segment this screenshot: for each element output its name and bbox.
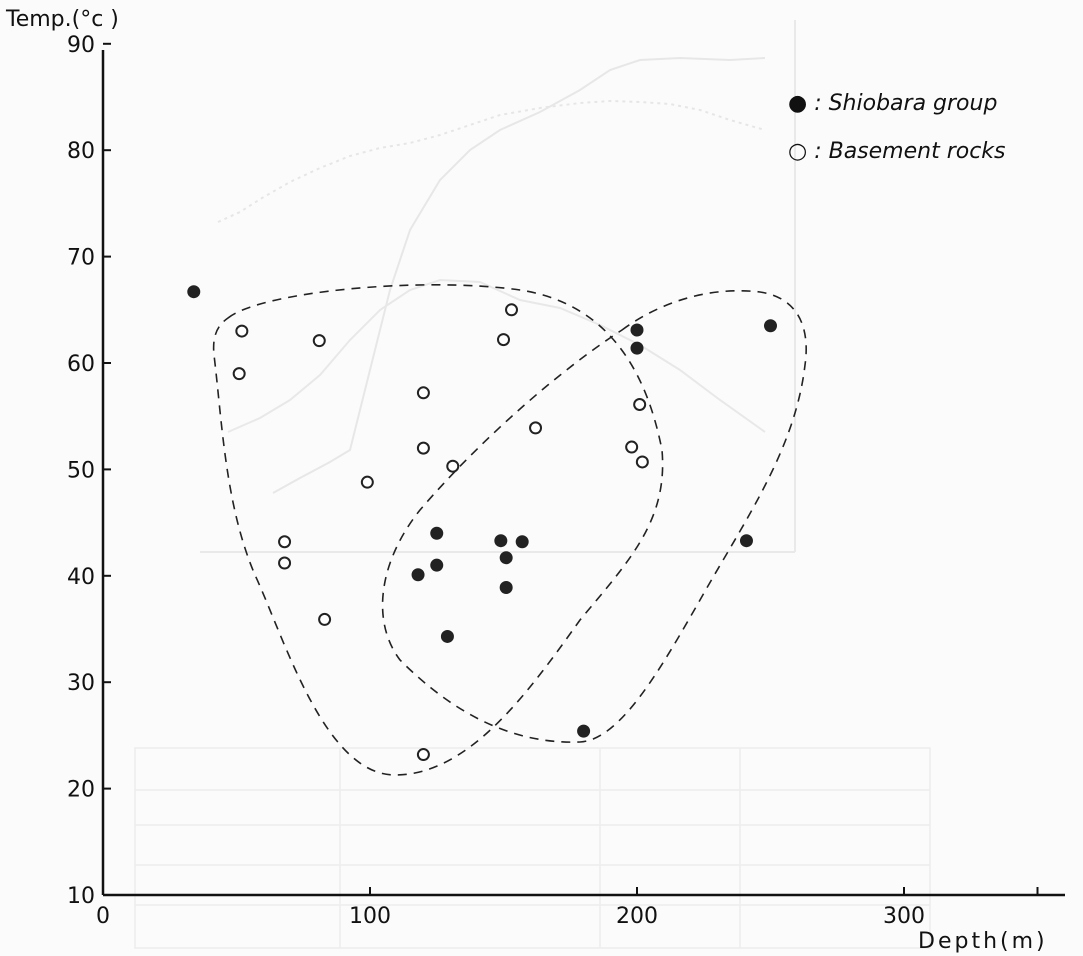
background-bleed-through — [134, 20, 931, 949]
y-axis-label: Temp.(°c ) — [5, 7, 119, 32]
y-tick-label: 20 — [67, 778, 95, 803]
data-point-basement — [635, 455, 649, 469]
data-point-shiobara — [430, 526, 444, 540]
y-tick-label: 60 — [67, 352, 95, 377]
data-point-shiobara — [499, 551, 513, 565]
x-ticks: 0 100 200 300 — [96, 887, 1039, 929]
data-point-basement — [529, 421, 543, 435]
data-point-shiobara — [739, 534, 753, 548]
envelope-left — [212, 284, 664, 776]
x-tick-label: 100 — [349, 904, 391, 929]
envelope-right — [381, 289, 807, 743]
data-point-shiobara — [411, 568, 425, 582]
data-point-basement — [633, 397, 647, 411]
data-point-shiobara — [764, 319, 777, 333]
legend-item-shiobara: ● : Shiobara group — [788, 91, 997, 116]
data-point-shiobara — [499, 581, 513, 595]
y-tick-label: 10 — [67, 884, 95, 909]
data-point-shiobara — [630, 323, 644, 337]
y-tick-label: 90 — [67, 33, 95, 58]
y-tick-label: 70 — [67, 246, 95, 271]
x-tick-label: 0 — [96, 904, 110, 929]
data-point-basement — [278, 556, 292, 570]
data-point-shiobara — [187, 285, 201, 299]
data-point-shiobara — [630, 341, 644, 355]
y-tick-label: 80 — [67, 139, 95, 164]
data-points — [187, 285, 777, 762]
data-point-basement — [505, 303, 519, 317]
data-point-basement — [232, 367, 246, 381]
y-tick-label: 30 — [67, 671, 95, 696]
data-point-basement — [625, 440, 639, 454]
data-point-shiobara — [494, 534, 508, 548]
data-point-shiobara — [440, 629, 454, 643]
axes — [101, 50, 1065, 897]
x-tick-label: 300 — [883, 904, 925, 929]
x-axis-label: Depth(m) — [918, 929, 1048, 954]
data-point-basement — [446, 459, 460, 473]
y-tick-label: 50 — [67, 458, 95, 483]
data-point-shiobara — [430, 558, 444, 572]
x-tick-label: 200 — [616, 904, 658, 929]
data-point-basement — [318, 612, 332, 626]
data-point-basement — [416, 748, 430, 762]
data-point-basement — [497, 333, 510, 347]
legend-item-basement: ○ : Basement rocks — [788, 139, 1006, 164]
data-point-basement — [360, 475, 374, 489]
data-point-basement — [416, 386, 430, 400]
y-ticks: 10 20 30 40 50 60 70 80 90 — [67, 33, 111, 909]
data-point-basement — [312, 334, 326, 348]
y-tick-label: 40 — [67, 565, 95, 590]
data-point-basement — [416, 441, 430, 455]
data-point-basement — [278, 535, 292, 549]
legend: ● : Shiobara group ○ : Basement rocks — [788, 91, 1006, 164]
data-point-shiobara — [515, 535, 529, 549]
data-point-shiobara — [577, 724, 591, 738]
data-point-basement — [235, 324, 249, 338]
